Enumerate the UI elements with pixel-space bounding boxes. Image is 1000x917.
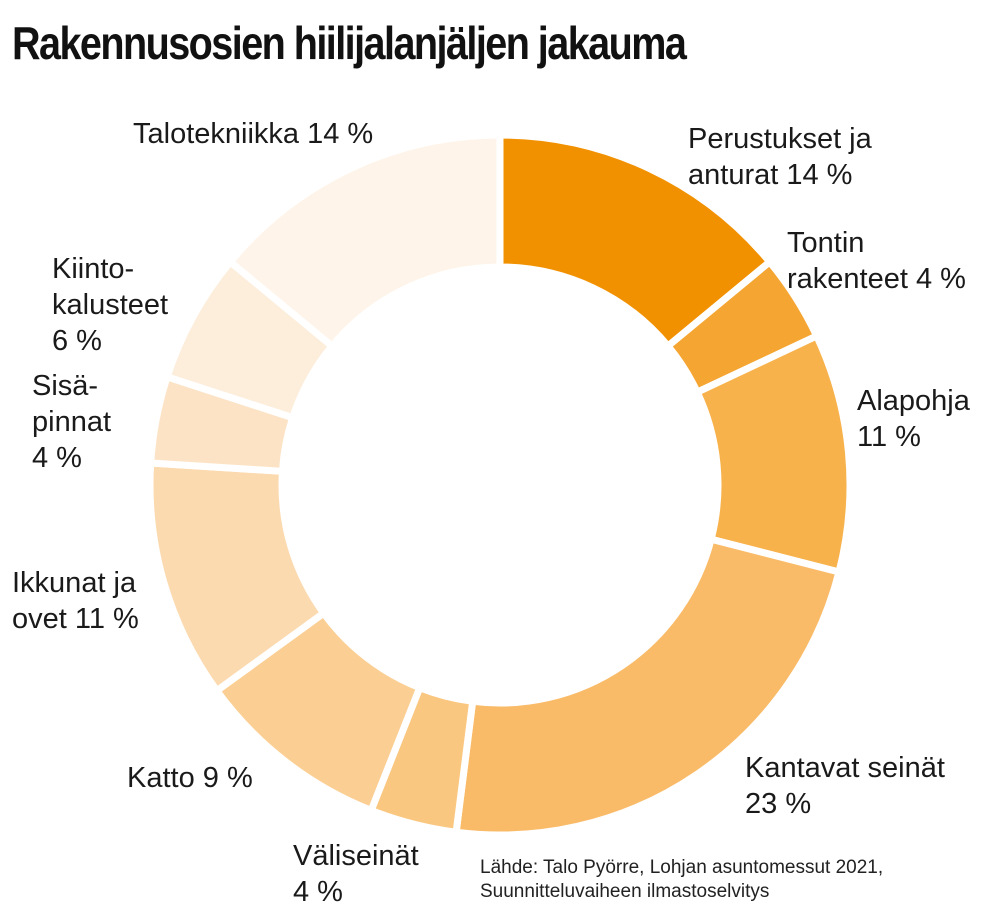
label-line: Talotekniikka 14 %	[133, 118, 373, 150]
label-line: anturat 14 %	[688, 159, 852, 191]
label-line: Kiinto-	[52, 253, 134, 285]
slice-talotekniikka	[225, 131, 504, 351]
label-line: Sisä-	[32, 370, 98, 402]
label-line: 23 %	[745, 788, 811, 820]
label-line: Kantavat seinät	[745, 752, 945, 784]
source-line-2: Suunnitteluvaiheen ilmastoselvitys	[480, 881, 770, 902]
chart-title: Rakennusosien hiilijalanjäljen jakauma	[12, 17, 687, 69]
source-note: Lähde: Talo Pyörre, Lohjan asuntomessut …	[480, 856, 883, 904]
label-talotekniikka: Talotekniikka 14 %	[133, 118, 373, 150]
label-line: Väliseinät	[293, 840, 419, 872]
label-line: 4 %	[293, 876, 343, 908]
label-line: Alapohja	[857, 385, 971, 417]
label-line: 4 %	[32, 442, 82, 474]
slice-labels: Perustukset ja anturat 14 % Tontin rakentee…	[12, 118, 971, 908]
label-perustukset-ja-anturat: Perustukset ja anturat 14 %	[688, 123, 873, 191]
label-line: ovet 11 %	[12, 603, 139, 635]
source-line-1: Lähde: Talo Pyörre, Lohjan asuntomessut …	[480, 857, 884, 878]
donut-slices	[146, 131, 854, 839]
label-line: kalusteet	[52, 289, 168, 321]
label-sisäpinnat: Sisä-pinnat 4 %	[32, 370, 111, 474]
label-line: Tontin	[787, 227, 864, 259]
label-kiintokalusteet: Kiinto-kalusteet 6 %	[52, 253, 168, 357]
slice-kantavat-seinät	[452, 534, 844, 839]
label-tontin-rakenteet: Tontin rakenteet 4 %	[787, 227, 966, 295]
label-line: Ikkunat ja	[12, 567, 137, 599]
label-väliseinät: Väliseinät 4 %	[293, 840, 419, 908]
label-alapohja: Alapohja 11 %	[857, 385, 971, 453]
label-ikkunat-ja-ovet: Ikkunat ja ovet 11 %	[12, 567, 139, 635]
label-line: 11 %	[857, 421, 921, 453]
label-line: pinnat	[32, 406, 111, 438]
label-line: 6 %	[52, 325, 102, 357]
label-kantavat-seinät: Kantavat seinät 23 %	[745, 752, 945, 820]
label-line: Perustukset ja	[688, 123, 873, 155]
label-line: rakenteet 4 %	[787, 263, 966, 295]
label-line: Katto 9 %	[127, 762, 253, 794]
label-katto: Katto 9 %	[127, 762, 253, 794]
